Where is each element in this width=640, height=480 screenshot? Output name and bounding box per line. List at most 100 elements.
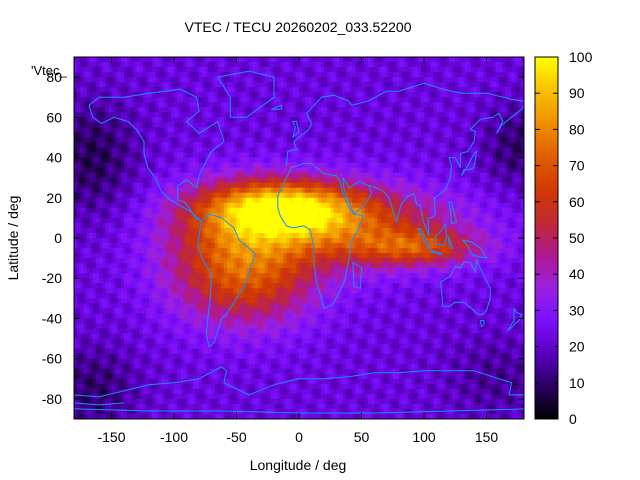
heatmap-cell: [214, 207, 219, 214]
heatmap-cell: [355, 137, 359, 143]
heatmap-cell: [274, 172, 278, 179]
heatmap-cell: [180, 102, 184, 108]
heatmap-cell: [458, 62, 462, 68]
heatmap-cell: [227, 167, 231, 174]
heatmap-cell: [420, 207, 425, 214]
heatmap-cell: [245, 207, 250, 214]
heatmap-cell: [280, 182, 284, 189]
heatmap-cell: [208, 107, 212, 113]
heatmap-cell: [255, 72, 259, 78]
heatmap-cell: [370, 187, 375, 194]
heatmap-cell: [245, 102, 250, 108]
heatmap-cell: [227, 142, 231, 148]
heatmap-cell: [211, 112, 216, 118]
heatmap-cell: [220, 107, 225, 113]
heatmap-cell: [330, 122, 334, 128]
heatmap-cell: [214, 62, 219, 68]
heatmap-cell: [502, 157, 506, 163]
heatmap-cell: [433, 127, 437, 133]
heatmap-cell: [289, 137, 294, 143]
heatmap-cell: [114, 187, 119, 194]
heatmap-cell: [270, 167, 275, 174]
heatmap-cell: [477, 122, 481, 128]
heatmap-cell: [142, 212, 147, 219]
heatmap-cell: [74, 107, 78, 113]
heatmap-cell: [361, 177, 366, 184]
heatmap-cell: [86, 172, 91, 179]
heatmap-cell: [386, 137, 391, 143]
heatmap-cell: [167, 172, 172, 179]
heatmap-cell: [199, 117, 203, 123]
heatmap-cell: [286, 67, 291, 73]
heatmap-cell: [167, 127, 172, 133]
heatmap-cell: [445, 197, 450, 204]
heatmap-cell: [455, 142, 459, 148]
heatmap-cell: [142, 62, 147, 68]
heatmap-cell: [399, 112, 403, 118]
heatmap-cell: [83, 172, 87, 179]
heatmap-cell: [102, 87, 106, 93]
heatmap-cell: [495, 137, 500, 143]
heatmap-cell: [292, 142, 297, 148]
heatmap-cell: [74, 172, 78, 179]
heatmap-cell: [495, 92, 500, 98]
heatmap-cell: [230, 172, 234, 179]
heatmap-cell: [355, 72, 359, 78]
heatmap-cell: [470, 107, 475, 113]
heatmap-cell: [508, 117, 512, 123]
heatmap-cell: [424, 142, 428, 148]
heatmap-cell: [302, 187, 306, 194]
heatmap-cell: [280, 172, 284, 179]
heatmap-cell: [249, 187, 253, 194]
heatmap-cell: [411, 112, 416, 118]
heatmap-cell: [114, 152, 119, 158]
heatmap-cell: [120, 197, 125, 204]
heatmap-cell: [324, 217, 328, 224]
heatmap-cell: [139, 197, 144, 204]
heatmap-cell: [264, 217, 269, 224]
heatmap-cell: [327, 157, 331, 163]
heatmap-cell: [102, 62, 106, 68]
heatmap-cell: [505, 212, 509, 219]
heatmap-cell: [427, 172, 431, 179]
heatmap-cell: [314, 97, 319, 103]
heatmap-cell: [133, 177, 137, 184]
heatmap-cell: [336, 117, 341, 123]
heatmap-cell: [392, 107, 397, 113]
heatmap-cell: [249, 122, 253, 128]
heatmap-cell: [136, 77, 141, 83]
heatmap-cell: [336, 207, 341, 214]
heatmap-cell: [280, 122, 284, 128]
heatmap-cell: [314, 172, 319, 179]
heatmap-cell: [202, 182, 206, 189]
heatmap-cell: [220, 152, 225, 158]
heatmap-cell: [474, 192, 478, 199]
heatmap-cell: [427, 182, 431, 189]
heatmap-cell: [130, 137, 134, 143]
heatmap-cell: [180, 117, 184, 123]
heatmap-cell: [380, 147, 384, 153]
heatmap-cell: [217, 87, 222, 93]
heatmap-cell: [102, 77, 106, 83]
heatmap-cell: [470, 162, 475, 169]
heatmap-cell: [202, 77, 206, 83]
heatmap-cell: [208, 97, 212, 103]
heatmap-cell: [102, 152, 106, 158]
heatmap-cell: [464, 92, 469, 98]
heatmap-cell: [430, 217, 434, 224]
heatmap-cell: [267, 132, 272, 138]
heatmap-cell: [492, 142, 497, 148]
heatmap-cell: [95, 147, 100, 153]
heatmap-cell: [439, 147, 444, 153]
heatmap-cell: [439, 97, 444, 103]
heatmap-cell: [189, 62, 194, 68]
heatmap-cell: [358, 57, 362, 63]
heatmap-cell: [442, 162, 447, 169]
heatmap-cell: [270, 172, 275, 179]
heatmap-cell: [89, 102, 94, 108]
heatmap-cell: [361, 117, 366, 123]
heatmap-cell: [108, 182, 112, 189]
heatmap-cell: [314, 217, 319, 224]
heatmap-cell: [505, 62, 509, 68]
heatmap-cell: [274, 207, 278, 214]
